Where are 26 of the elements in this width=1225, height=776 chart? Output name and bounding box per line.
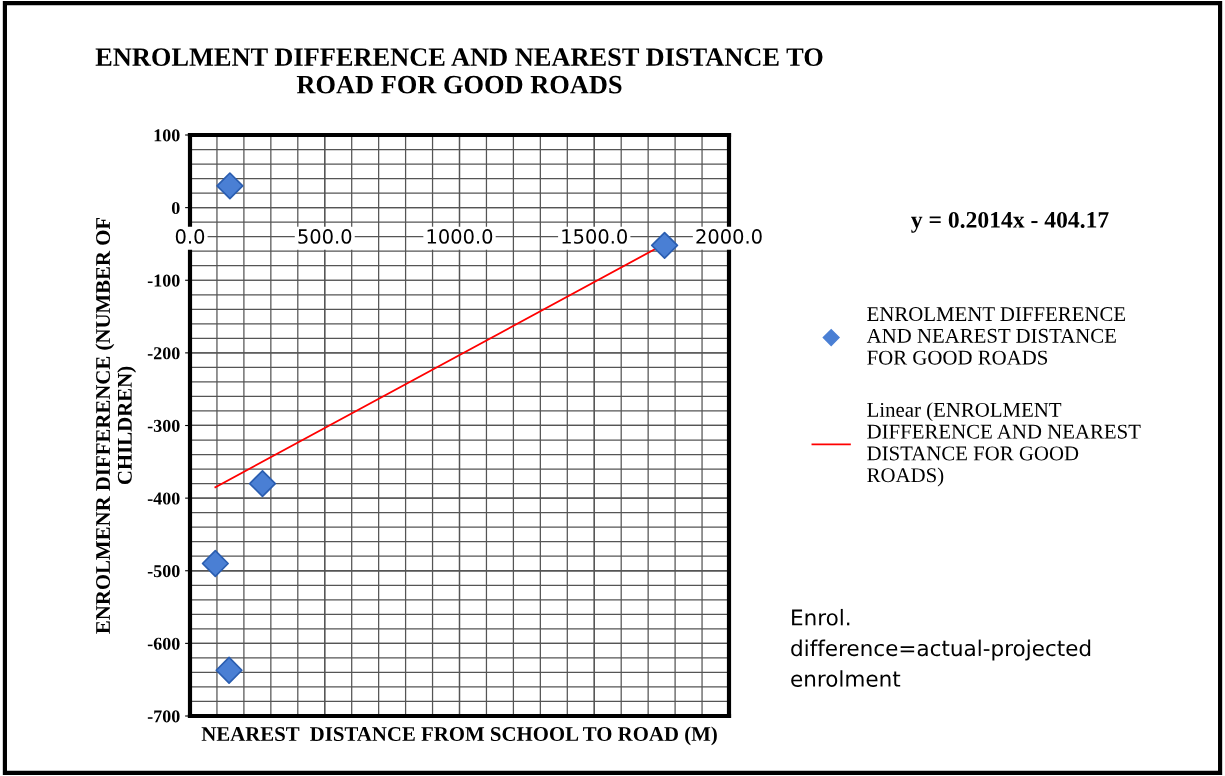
y-tick-label: -700 (147, 710, 180, 723)
y-tick-label: 0 (171, 201, 180, 215)
chart-title: ENROLMENT DIFFERENCE AND NEAREST DISTANCE TO ROAD FOR GOOD ROADS (95, 48, 823, 94)
x-tick-label: 2000.0 (696, 229, 762, 244)
x-tick-label: 1000.0 (427, 229, 493, 244)
x-tick-label: 1500.0 (562, 229, 627, 244)
legend-label: ENROLMENT DIFFERENCE AND NEAREST DISTANCE FOR GOOD ROADS (866, 307, 1126, 365)
legend-label: Linear (ENROLMENT DIFFERENCE AND NEAREST DISTANCE FOR GOOD ROADS) (867, 402, 1141, 487)
text: y = 0.2014x - 404.17 (911, 211, 1109, 233)
y-tick-label: 100 (154, 129, 180, 142)
y-tick-label: -300 (147, 419, 180, 432)
y-tick-label: -500 (147, 565, 180, 578)
point (215, 656, 243, 684)
x-tick-label: 0.0 (175, 229, 205, 244)
x-tick-label: 500.0 (298, 229, 352, 244)
x-axis-title: NEAREST DISTANCE FROM SCHOOL TO ROAD (M) (201, 726, 717, 746)
point (216, 172, 244, 200)
y-tick-label: -600 (147, 637, 180, 650)
y-tick-label: -100 (147, 274, 180, 287)
point (650, 231, 679, 260)
text: Enrol. difference=actual-projected enrolment (791, 608, 1091, 687)
point (248, 469, 277, 498)
y-tick-label: -400 (147, 492, 180, 505)
y-axis-title: ENROLMENR DIFFERENCE (NUMBER OF CHILDREN) (95, 217, 137, 634)
y-tick-label: -200 (147, 347, 180, 360)
point (201, 549, 229, 578)
